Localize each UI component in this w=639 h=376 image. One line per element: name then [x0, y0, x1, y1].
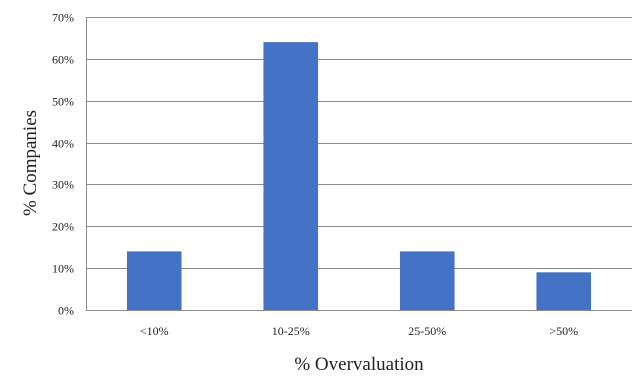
x-tick-label: <10% [140, 324, 169, 338]
y-tick-label: 50% [52, 95, 74, 109]
bar-2 [399, 251, 455, 310]
x-tick-label: 25-50% [408, 324, 446, 338]
y-tick-labels: 0% 10% 20% 30% 40% 50% 60% 70% [52, 11, 74, 318]
x-tick-label: 10-25% [272, 324, 310, 338]
x-tick-labels: <10% 10-25% 25-50% >50% [140, 324, 578, 338]
y-tick-label: 70% [52, 11, 74, 25]
bar-3 [536, 272, 592, 310]
y-tick-label: 30% [52, 178, 74, 192]
y-tick-label: 20% [52, 220, 74, 234]
axes [86, 17, 632, 311]
x-tick-label: >50% [549, 324, 578, 338]
y-tick-label: 0% [58, 304, 74, 318]
bar-1 [263, 42, 319, 310]
y-tick-label: 40% [52, 137, 74, 151]
y-tick-label: 60% [52, 53, 74, 67]
y-tick-label: 10% [52, 262, 74, 276]
bars [126, 42, 592, 310]
x-axis-title: % Overvaluation [294, 354, 424, 375]
gridlines [86, 17, 632, 269]
bar-0 [126, 251, 182, 310]
y-axis-title: % Companies [20, 110, 41, 216]
